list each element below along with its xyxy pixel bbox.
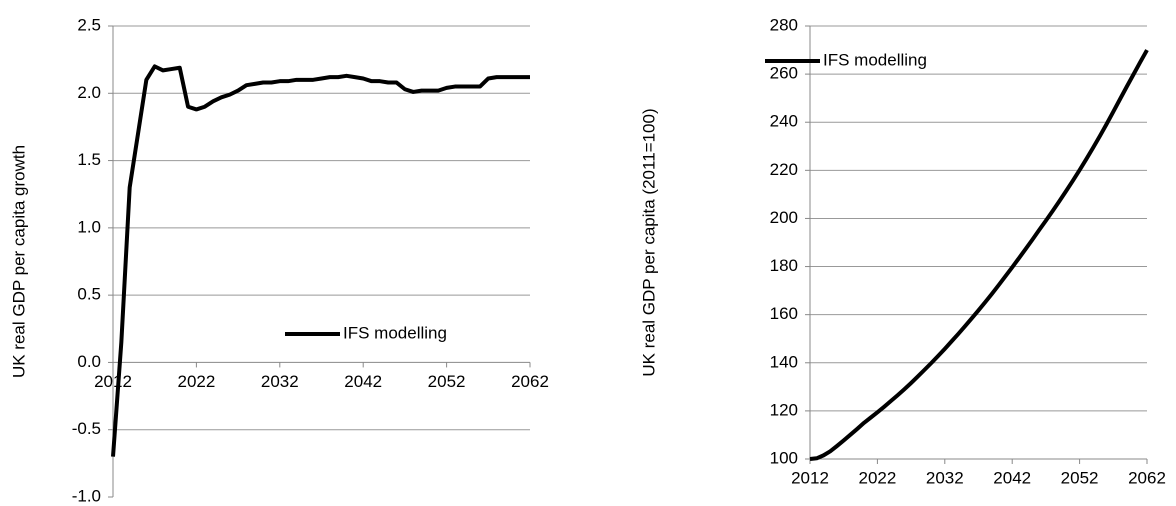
y-axis-label: UK real GDP per capita (2011=100)	[639, 108, 658, 376]
x-tick-label: 2062	[511, 372, 549, 391]
y-tick-label: 220	[770, 160, 798, 179]
x-tick-label: 2062	[1128, 468, 1166, 487]
y-tick-label: -0.5	[72, 419, 101, 438]
y-tick-label: 200	[770, 208, 798, 227]
y-tick-label: -1.0	[72, 486, 101, 505]
y-tick-label: 180	[770, 256, 798, 275]
y-axis-label: UK real GDP per capita growth	[9, 145, 28, 378]
series-line	[809, 49, 1149, 461]
y-tick-label: 0.0	[77, 352, 101, 371]
y-tick-label: 2.0	[77, 83, 101, 102]
y-tick-label: 0.5	[77, 285, 101, 304]
legend-label: IFS modelling	[343, 323, 447, 342]
y-tick-label: 1.5	[77, 150, 101, 169]
x-tick-label: 2032	[926, 468, 964, 487]
legend-label: IFS modelling	[823, 50, 927, 69]
y-tick-label: 120	[770, 400, 798, 419]
x-tick-label: 2042	[344, 372, 382, 391]
x-tick-label: 2032	[261, 372, 299, 391]
y-tick-label: 280	[770, 15, 798, 34]
x-tick-label: 2042	[993, 468, 1031, 487]
series-line	[111, 64, 530, 457]
x-tick-label: 2022	[858, 468, 896, 487]
x-tick-label: 2052	[428, 372, 466, 391]
y-tick-label: 260	[770, 64, 798, 83]
x-tick-label: 2022	[177, 372, 215, 391]
y-tick-label: 140	[770, 352, 798, 371]
x-tick-label: 2052	[1061, 468, 1099, 487]
y-tick-label: 1.0	[77, 217, 101, 236]
x-tick-label: 2012	[94, 372, 132, 391]
y-tick-label: 160	[770, 304, 798, 323]
y-tick-label: 2.5	[77, 15, 101, 34]
y-tick-label: 240	[770, 112, 798, 131]
x-tick-label: 2012	[791, 468, 829, 487]
y-tick-label: 100	[770, 448, 798, 467]
